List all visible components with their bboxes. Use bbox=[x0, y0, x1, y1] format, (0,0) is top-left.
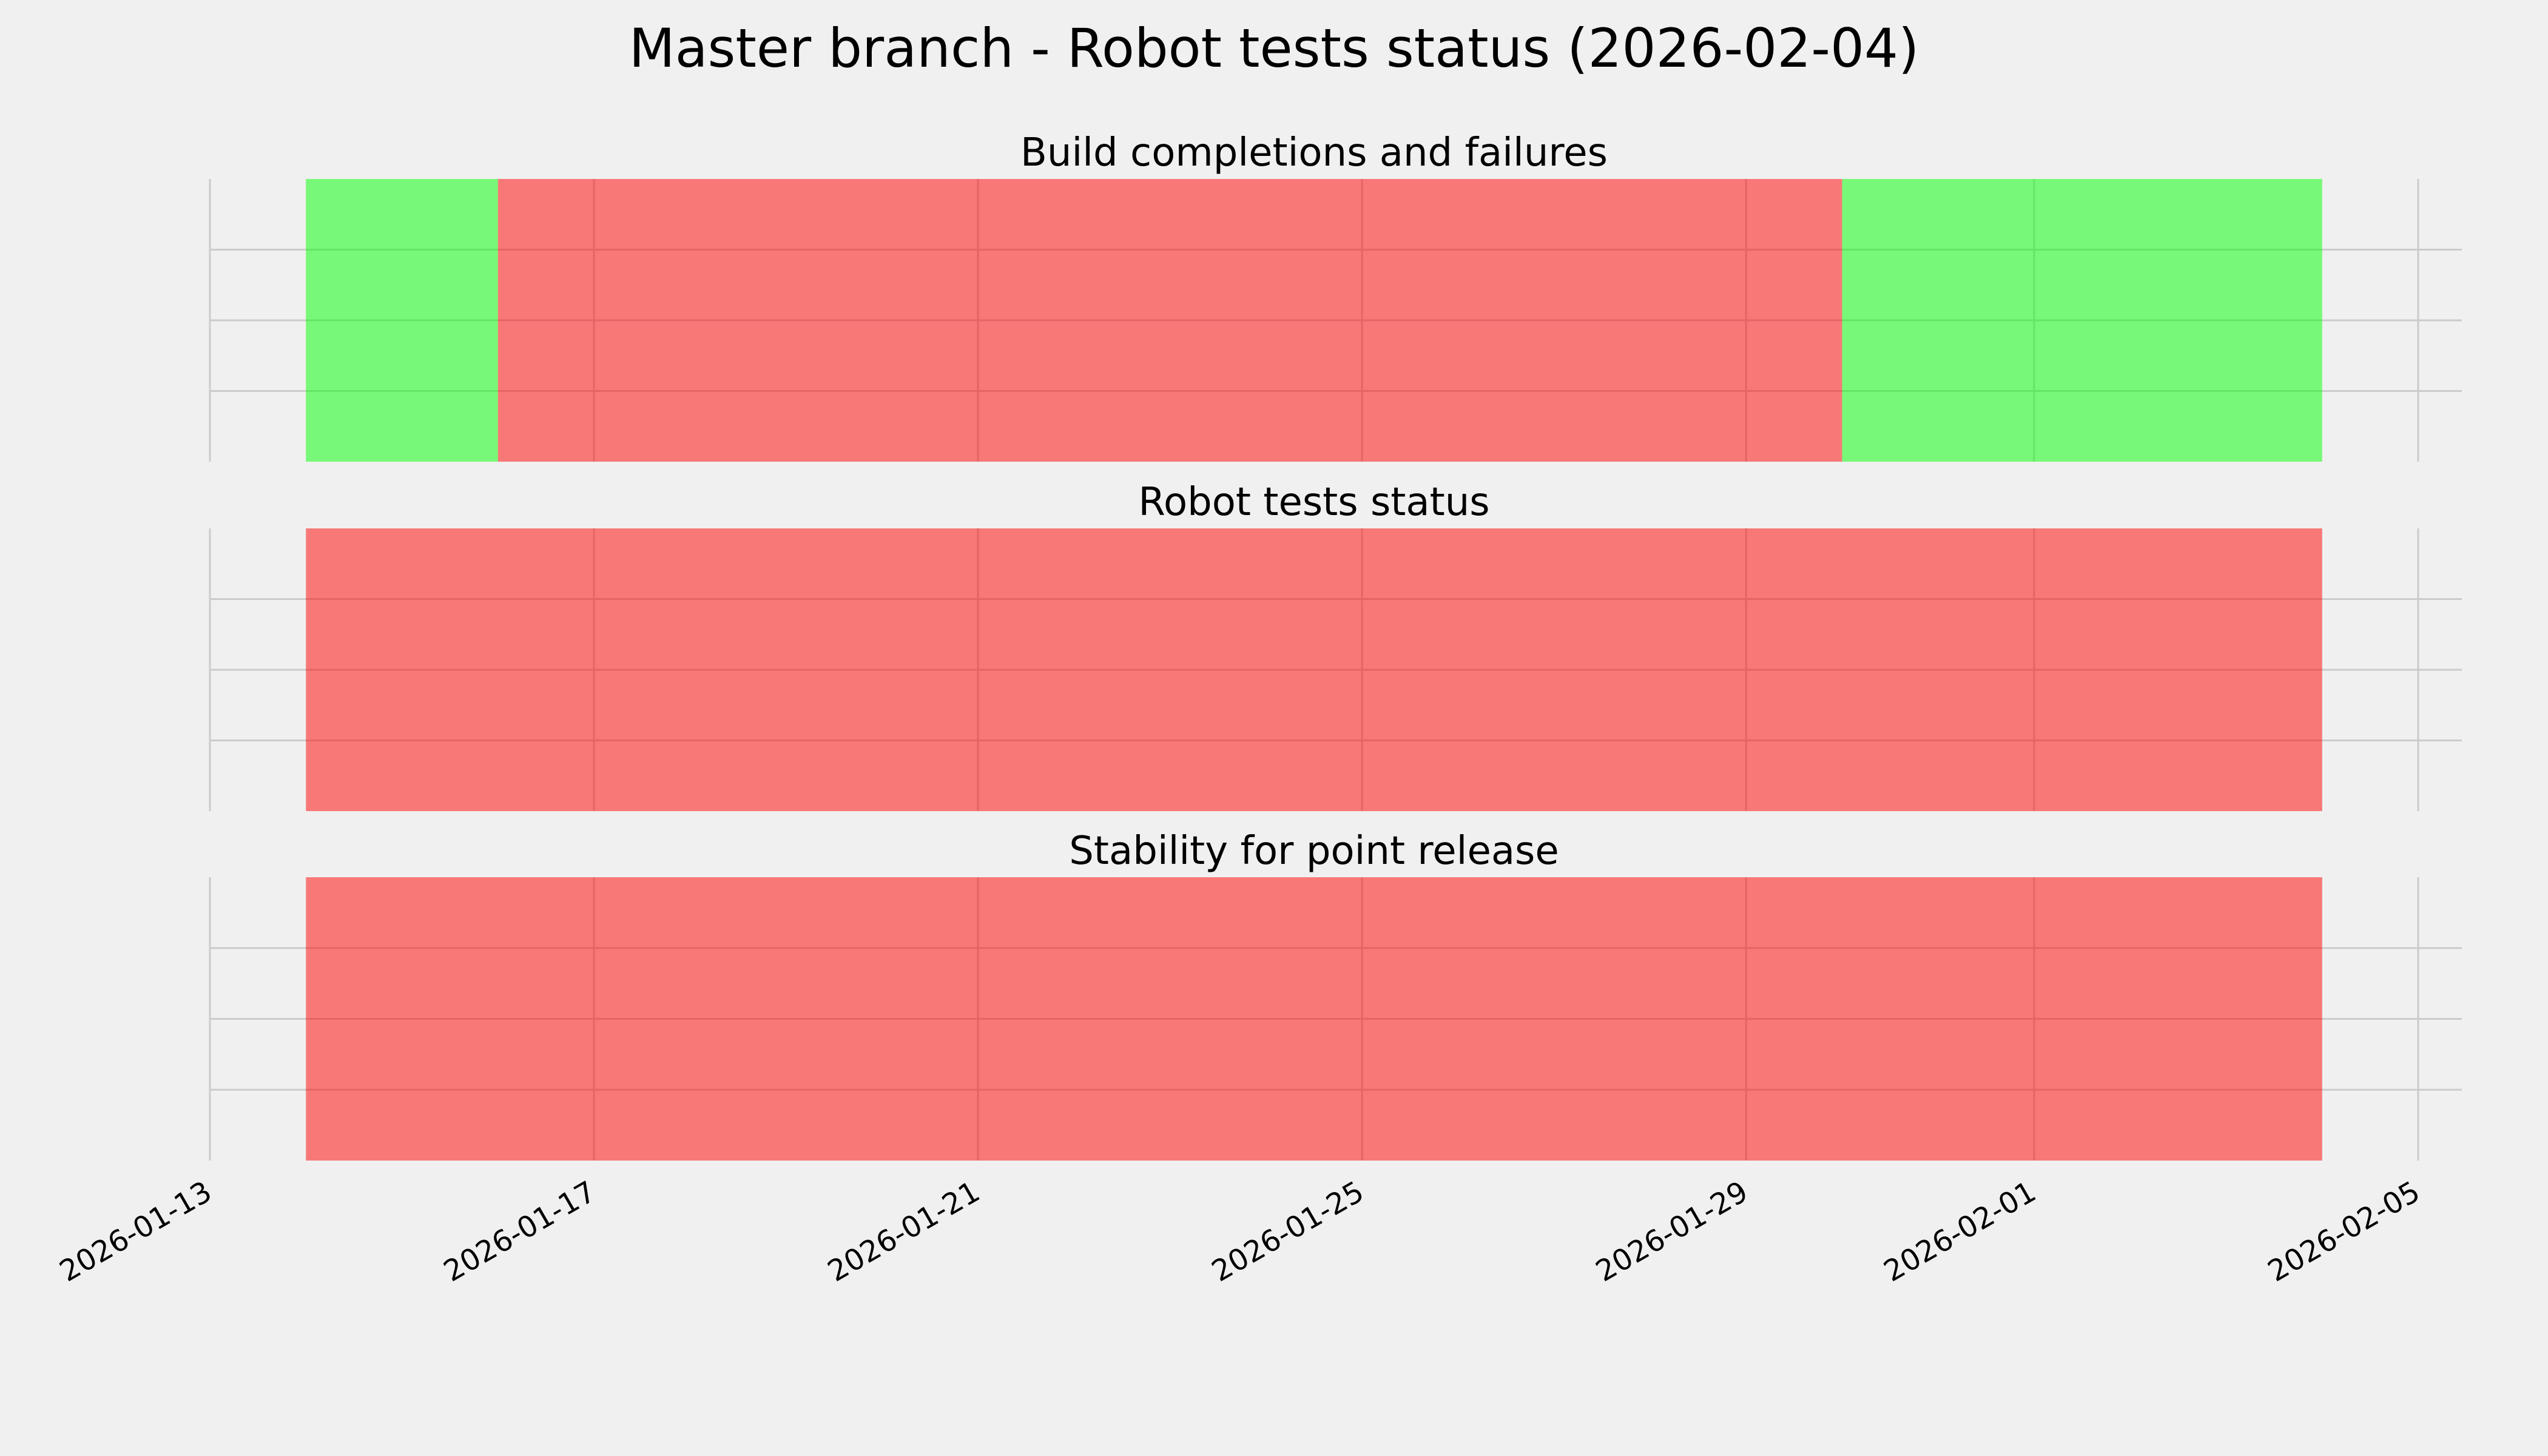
x-tick-label: 2026-01-13 bbox=[54, 1175, 218, 1289]
x-tick-label: 2026-01-21 bbox=[822, 1175, 986, 1289]
x-tick-label: 2026-02-05 bbox=[2262, 1175, 2426, 1289]
status-span bbox=[306, 179, 498, 462]
status-span bbox=[1842, 179, 2322, 462]
figure-title: Master branch - Robot tests status (2026… bbox=[629, 17, 1919, 79]
x-tick-label: 2026-01-29 bbox=[1590, 1175, 1754, 1289]
status-span bbox=[497, 179, 1842, 462]
subplot-title: Stability for point release bbox=[1069, 829, 1559, 874]
x-tick-label: 2026-01-17 bbox=[438, 1175, 602, 1289]
subplot-title: Robot tests status bbox=[1138, 480, 1489, 525]
x-tick-label: 2026-01-25 bbox=[1206, 1175, 1370, 1289]
subplot-title: Build completions and failures bbox=[1020, 130, 1608, 175]
x-tick-label: 2026-02-01 bbox=[1878, 1175, 2042, 1289]
status-span bbox=[306, 877, 2322, 1161]
status-span bbox=[306, 528, 2322, 811]
